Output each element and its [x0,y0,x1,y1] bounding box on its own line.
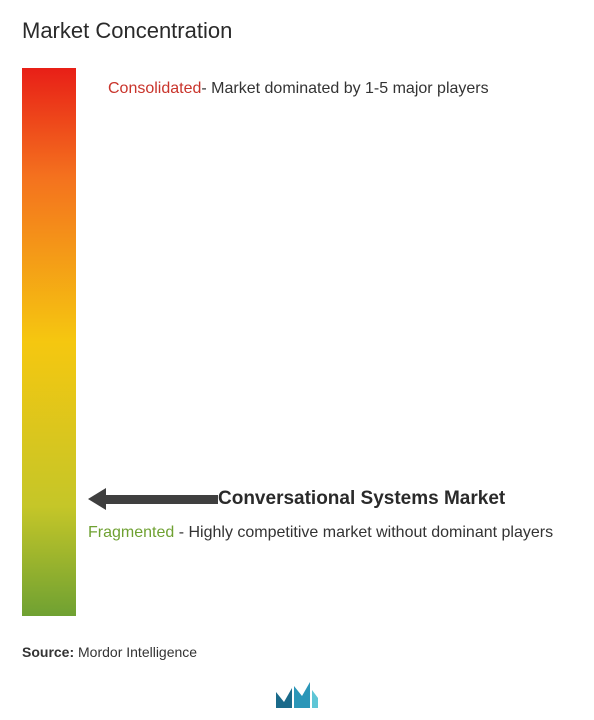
consolidated-lead: Consolidated [108,80,201,97]
mordor-logo-icon [274,678,320,710]
logo-bar-2 [294,682,310,708]
logo-bar-1 [276,688,292,708]
concentration-gradient-bar [22,68,76,616]
market-pointer-arrow [88,488,218,510]
arrow-shaft [102,495,218,504]
fragmented-lead: Fragmented [88,524,174,541]
consolidated-label: Consolidated- Market dominated by 1-5 ma… [108,78,574,100]
market-name: Conversational Systems Market [218,488,505,510]
fragmented-rest: - Highly competitive market without domi… [179,524,553,541]
source-label: Source: [22,644,74,660]
consolidated-rest: - Market dominated by 1-5 major players [201,80,488,97]
source-line: Source: Mordor Intelligence [22,644,197,660]
source-value: Mordor Intelligence [78,644,197,660]
fragmented-label: Fragmented - Highly competitive market w… [88,520,574,546]
page-title: Market Concentration [22,18,232,44]
logo-bar-3 [312,690,318,708]
